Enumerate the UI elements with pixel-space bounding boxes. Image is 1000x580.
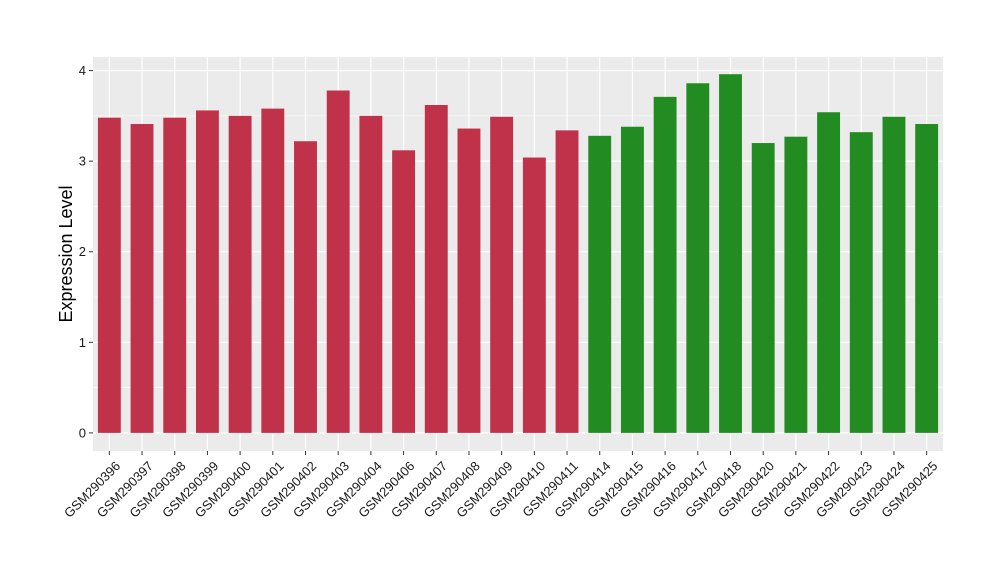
bar-GSM290396 bbox=[97, 117, 121, 433]
bar-GSM290421 bbox=[784, 136, 808, 433]
bar-GSM290401 bbox=[261, 108, 285, 433]
bar-GSM290422 bbox=[817, 112, 841, 433]
bar-GSM290397 bbox=[130, 124, 154, 433]
y-tick-label: 1 bbox=[79, 335, 86, 350]
bar-GSM290420 bbox=[751, 143, 775, 433]
y-tick-label: 3 bbox=[79, 154, 86, 169]
bar-GSM290407 bbox=[424, 105, 448, 433]
bar-GSM290406 bbox=[392, 150, 416, 433]
x-axis: GSM290396GSM290397GSM290398GSM290399GSM2… bbox=[61, 451, 941, 521]
y-tick-label: 0 bbox=[79, 425, 86, 440]
bars bbox=[97, 74, 939, 433]
bar-GSM290416 bbox=[653, 96, 677, 433]
bar-GSM290403 bbox=[326, 90, 350, 433]
bar-GSM290408 bbox=[457, 128, 481, 433]
bar-GSM290418 bbox=[719, 74, 742, 433]
bar-GSM290404 bbox=[359, 115, 383, 433]
bar-GSM290417 bbox=[686, 83, 710, 433]
bar-GSM290398 bbox=[163, 117, 187, 433]
y-axis: 0 1 2 3 4 bbox=[79, 63, 93, 440]
bar-GSM290415 bbox=[620, 126, 644, 433]
bar-GSM290425 bbox=[915, 124, 939, 433]
bar-GSM290410 bbox=[522, 157, 546, 433]
bar-GSM290411 bbox=[555, 130, 579, 433]
y-axis-title: Expression Level bbox=[56, 185, 76, 322]
bar-GSM290409 bbox=[490, 116, 514, 433]
bar-GSM290424 bbox=[882, 116, 906, 433]
bar-GSM290423 bbox=[849, 132, 873, 433]
bar-GSM290402 bbox=[294, 141, 317, 433]
y-tick-label: 4 bbox=[79, 63, 86, 78]
bar-GSM290399 bbox=[195, 110, 219, 433]
y-tick-label: 2 bbox=[79, 244, 86, 259]
bar-GSM290400 bbox=[228, 115, 252, 433]
bar-GSM290414 bbox=[588, 135, 612, 433]
